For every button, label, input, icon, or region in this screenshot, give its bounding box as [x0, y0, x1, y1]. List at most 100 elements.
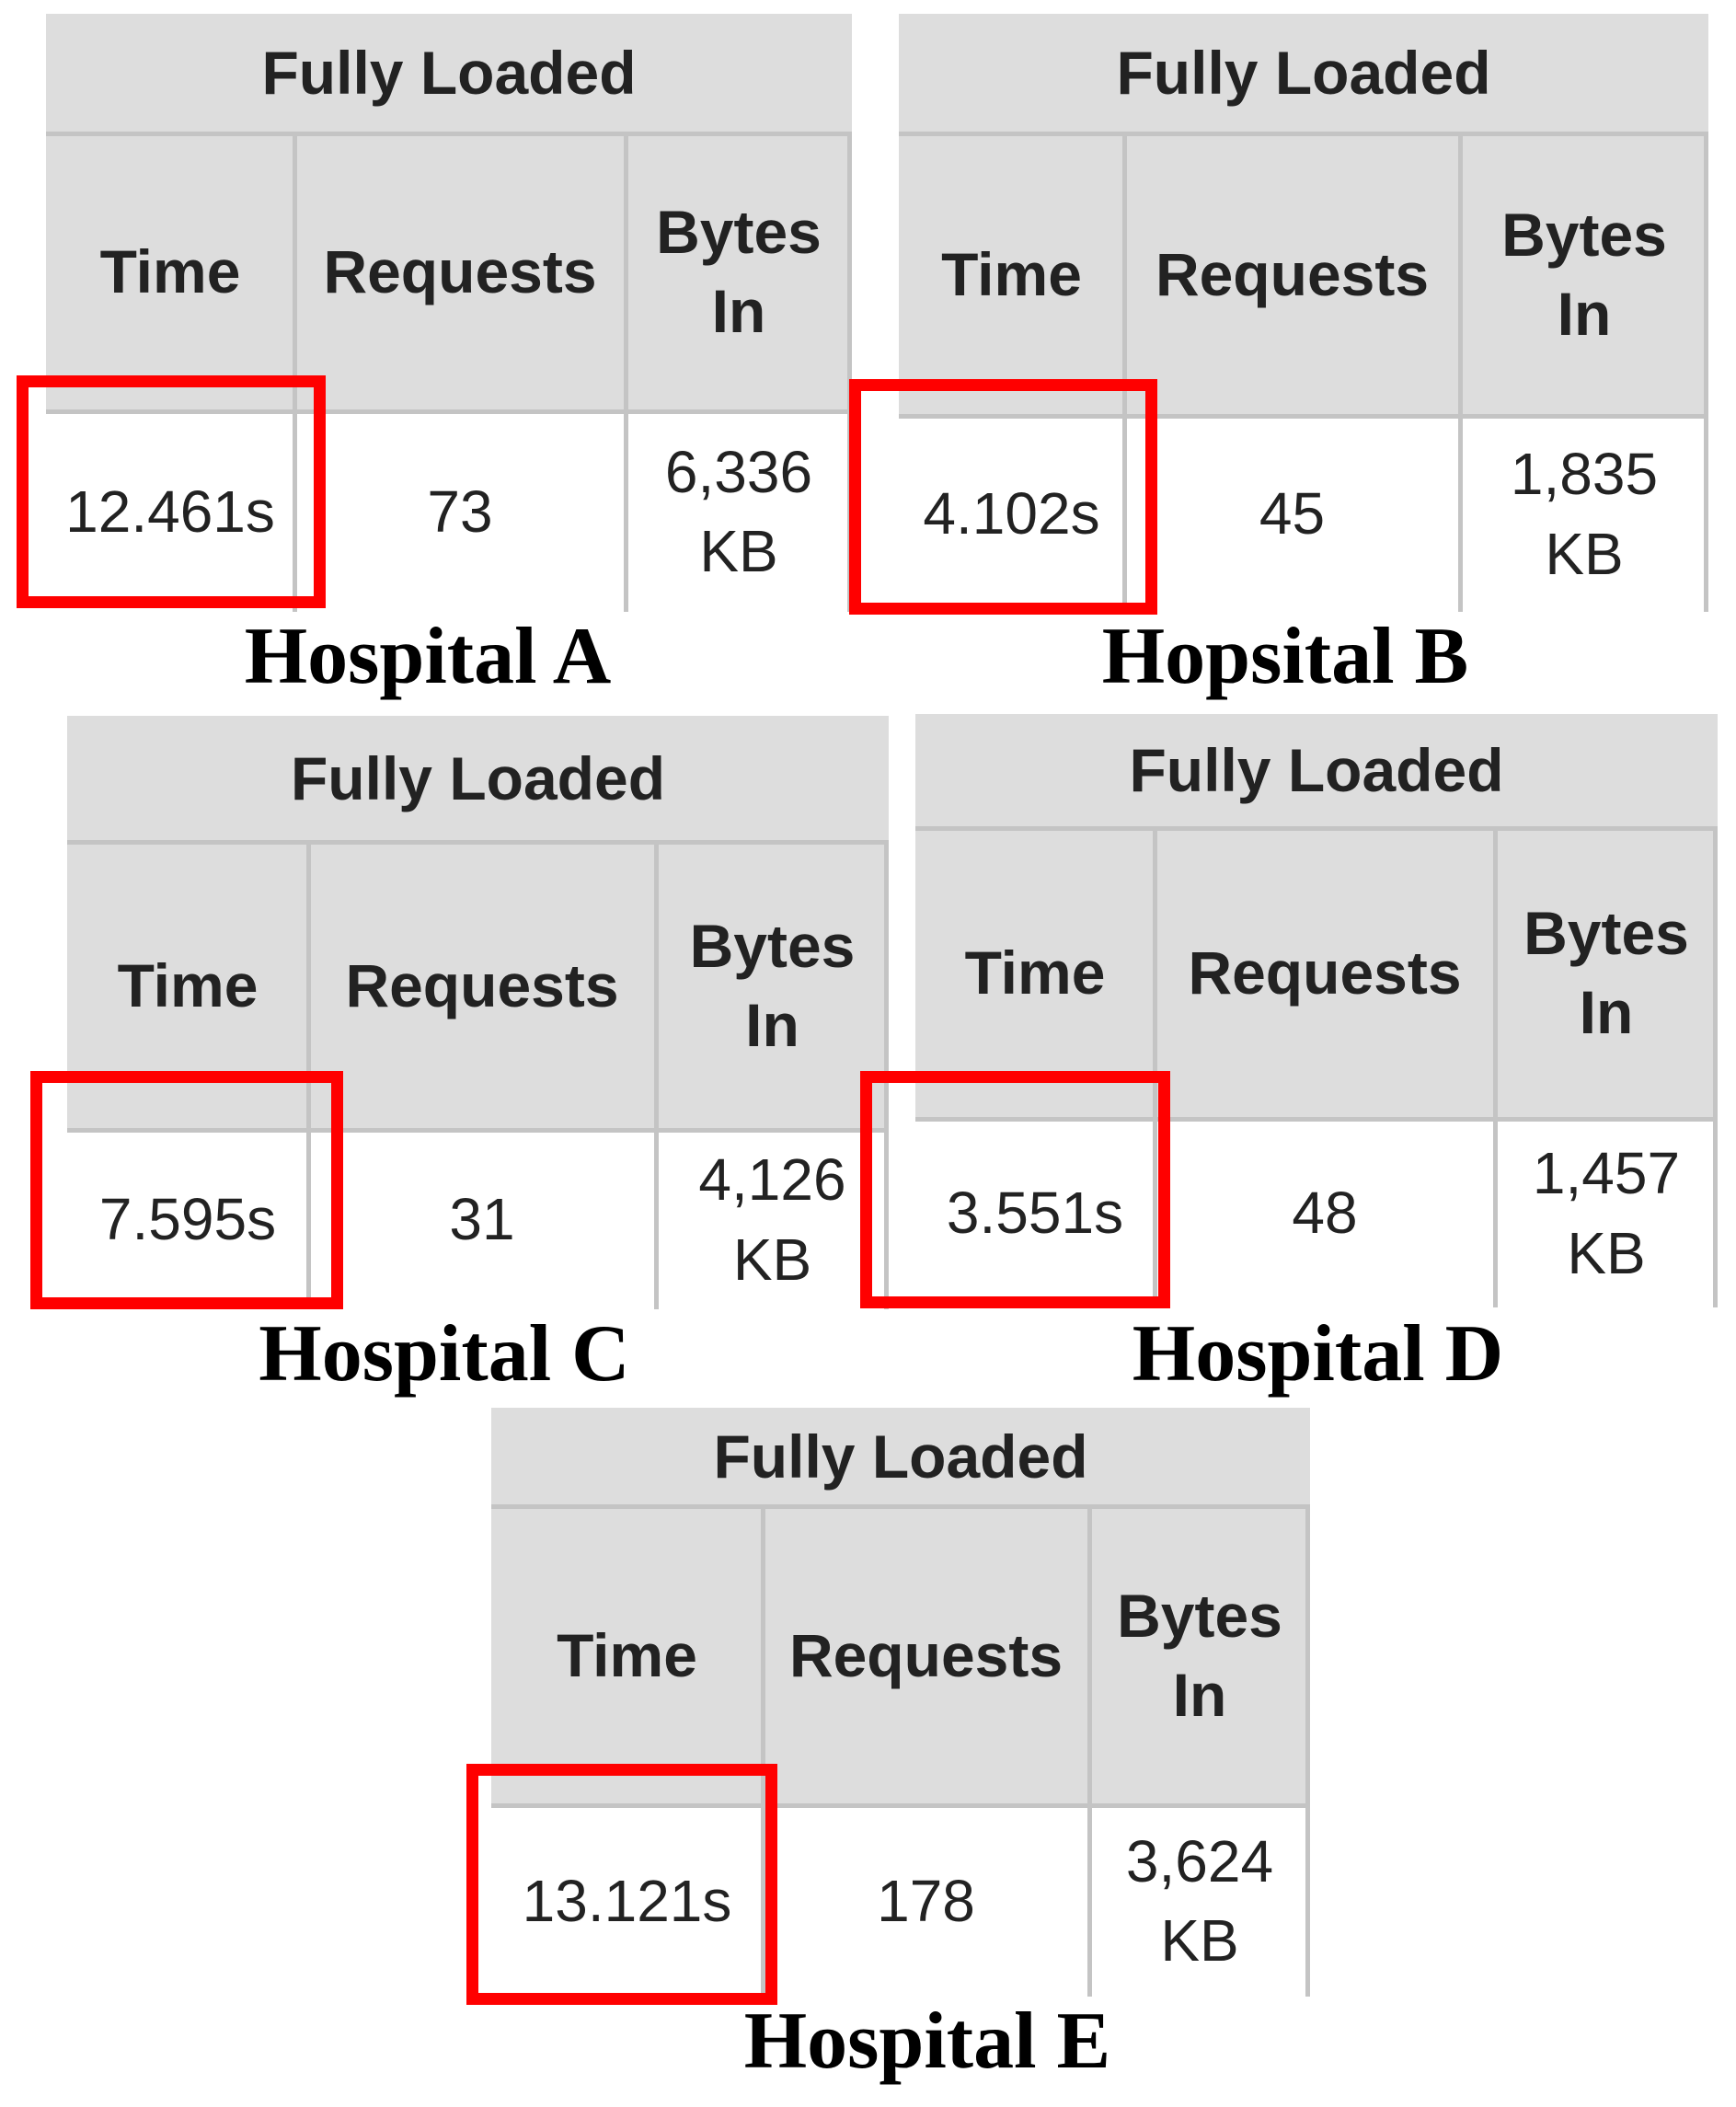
row-divider-top: [491, 1503, 1310, 1509]
column-header-bytes-in: Bytes In: [1089, 1506, 1310, 1805]
group-header-fully-loaded: Fully Loaded: [491, 1408, 1310, 1506]
group-header-fully-loaded-text: Fully Loaded: [290, 743, 666, 812]
column-header-time-text: Time: [964, 938, 1106, 1007]
hospital-caption: Hopsital B: [1101, 612, 1469, 701]
column-header-bytes-in-text: Bytes In: [1523, 899, 1689, 1046]
column-header-requests: Requests: [308, 842, 656, 1130]
fully-loaded-table: Fully Loaded Time Requests Bytes In 12.461s 7…: [46, 14, 852, 612]
bytes-in-value: 1,457 KB: [1495, 1119, 1718, 1307]
group-header-fully-loaded: Fully Loaded: [67, 716, 889, 842]
requests-value-text: 73: [427, 478, 493, 545]
column-header-bytes-in: Bytes In: [1495, 828, 1718, 1119]
bytes-in-value: 1,835 KB: [1460, 416, 1708, 612]
col-divider-2: [1457, 133, 1463, 612]
group-header-fully-loaded: Fully Loaded: [899, 14, 1708, 133]
col-divider-1: [292, 133, 297, 612]
requests-value-text: 45: [1259, 480, 1326, 547]
bytes-in-value-text: 4,126 KB: [698, 1146, 846, 1293]
column-header-time-text: Time: [941, 239, 1082, 308]
time-value: 4.102s: [899, 416, 1124, 612]
group-header-fully-loaded: Fully Loaded: [915, 714, 1718, 828]
requests-value-text: 178: [877, 1867, 975, 1934]
column-header-bytes-in: Bytes In: [626, 133, 852, 411]
column-header-bytes-in: Bytes In: [1460, 133, 1708, 416]
col-divider-right: [1713, 828, 1718, 1307]
row-divider-top: [915, 825, 1718, 831]
time-value-text: 3.551s: [946, 1180, 1124, 1247]
col-divider-2: [1086, 1506, 1092, 1997]
row-divider-mid: [899, 413, 1708, 419]
column-header-time-text: Time: [99, 237, 241, 306]
bytes-in-value: 3,624 KB: [1089, 1805, 1310, 1997]
hospital-panel-a: Fully Loaded Time Requests Bytes In 12.461s 7…: [46, 14, 852, 708]
highlight-box-time-d: [860, 1071, 1170, 1308]
highlight-box-time-e: [466, 1764, 777, 2005]
bytes-in-value-text: 1,835 KB: [1510, 441, 1659, 587]
row-divider-mid: [915, 1116, 1718, 1122]
col-divider-right: [1704, 133, 1708, 612]
group-header-fully-loaded-text: Fully Loaded: [261, 39, 637, 108]
requests-value: 48: [1155, 1119, 1495, 1307]
row-divider-mid: [491, 1802, 1310, 1808]
hospital-caption: Hospital C: [259, 1309, 630, 1399]
row-divider-top: [67, 839, 889, 845]
hospital-caption: Hospital E: [743, 1997, 1111, 2086]
column-header-bytes-in: Bytes In: [656, 842, 889, 1130]
group-header-fully-loaded-text: Fully Loaded: [1116, 39, 1491, 108]
bytes-in-value: 4,126 KB: [656, 1130, 889, 1309]
hospital-panel-b: Fully Loaded Time Requests Bytes In 4.102s 45…: [899, 14, 1708, 708]
time-value: 7.595s: [67, 1130, 308, 1309]
column-header-requests: Requests: [763, 1506, 1089, 1805]
column-header-time: Time: [46, 133, 294, 411]
highlight-box-time-a: [17, 375, 326, 608]
requests-value-text: 31: [449, 1186, 515, 1253]
hospital-panel-e: Fully Loaded Time Requests Bytes In 13.121s 1…: [491, 1408, 1310, 2093]
bytes-in-value-text: 6,336 KB: [664, 438, 813, 584]
bytes-in-value-text: 3,624 KB: [1125, 1827, 1274, 1974]
row-divider-mid: [46, 409, 852, 414]
time-value-text: 13.121s: [522, 1867, 732, 1934]
fully-loaded-table: Fully Loaded Time Requests Bytes In 3.551s 48…: [915, 714, 1718, 1307]
requests-value-text: 48: [1292, 1180, 1358, 1247]
row-divider-top: [899, 131, 1708, 136]
column-header-requests: Requests: [1124, 133, 1460, 416]
column-header-requests-text: Requests: [788, 1620, 1063, 1689]
time-value-text: 7.595s: [98, 1186, 277, 1253]
group-header-fully-loaded-text: Fully Loaded: [1129, 736, 1504, 805]
column-header-time-text: Time: [117, 950, 259, 1019]
fully-loaded-table: Fully Loaded Time Requests Bytes In 7.595s 31…: [67, 716, 889, 1309]
requests-value: 45: [1124, 416, 1460, 612]
column-header-time-text: Time: [557, 1620, 697, 1689]
requests-value: 178: [763, 1805, 1089, 1997]
hospital-panel-d: Fully Loaded Time Requests Bytes In 3.551s 48…: [915, 714, 1718, 1406]
column-header-requests-text: Requests: [323, 237, 597, 306]
hospital-caption: Hospital D: [1132, 1309, 1504, 1399]
highlight-box-time-b: [849, 379, 1157, 615]
time-value: 12.461s: [46, 411, 294, 612]
column-header-bytes-in-text: Bytes In: [656, 198, 822, 345]
col-divider-right: [847, 133, 852, 612]
time-value-text: 12.461s: [65, 478, 275, 545]
row-divider-mid: [67, 1127, 889, 1133]
col-divider-1: [760, 1506, 765, 1997]
col-divider-2: [653, 842, 659, 1309]
column-header-time: Time: [915, 828, 1155, 1119]
column-header-requests-text: Requests: [1155, 239, 1430, 308]
requests-value: 73: [294, 411, 626, 612]
time-value: 3.551s: [915, 1119, 1155, 1307]
highlight-box-time-c: [30, 1071, 343, 1309]
column-header-bytes-in-text: Bytes In: [1501, 200, 1667, 348]
column-header-bytes-in-text: Bytes In: [1117, 1581, 1282, 1729]
time-value-text: 4.102s: [923, 480, 1100, 547]
bytes-in-value: 6,336 KB: [626, 411, 852, 612]
hospital-panel-c: Fully Loaded Time Requests Bytes In 7.595s 31…: [67, 716, 889, 1406]
column-header-requests-text: Requests: [1188, 938, 1462, 1007]
col-divider-right: [1305, 1506, 1310, 1997]
col-divider-1: [1152, 828, 1157, 1307]
group-header-fully-loaded: Fully Loaded: [46, 14, 852, 133]
fully-loaded-table: Fully Loaded Time Requests Bytes In 4.102s 45…: [899, 14, 1708, 612]
column-header-requests-text: Requests: [345, 950, 619, 1019]
column-header-requests: Requests: [294, 133, 626, 411]
requests-value: 31: [308, 1130, 656, 1309]
column-header-bytes-in-text: Bytes In: [689, 911, 856, 1059]
